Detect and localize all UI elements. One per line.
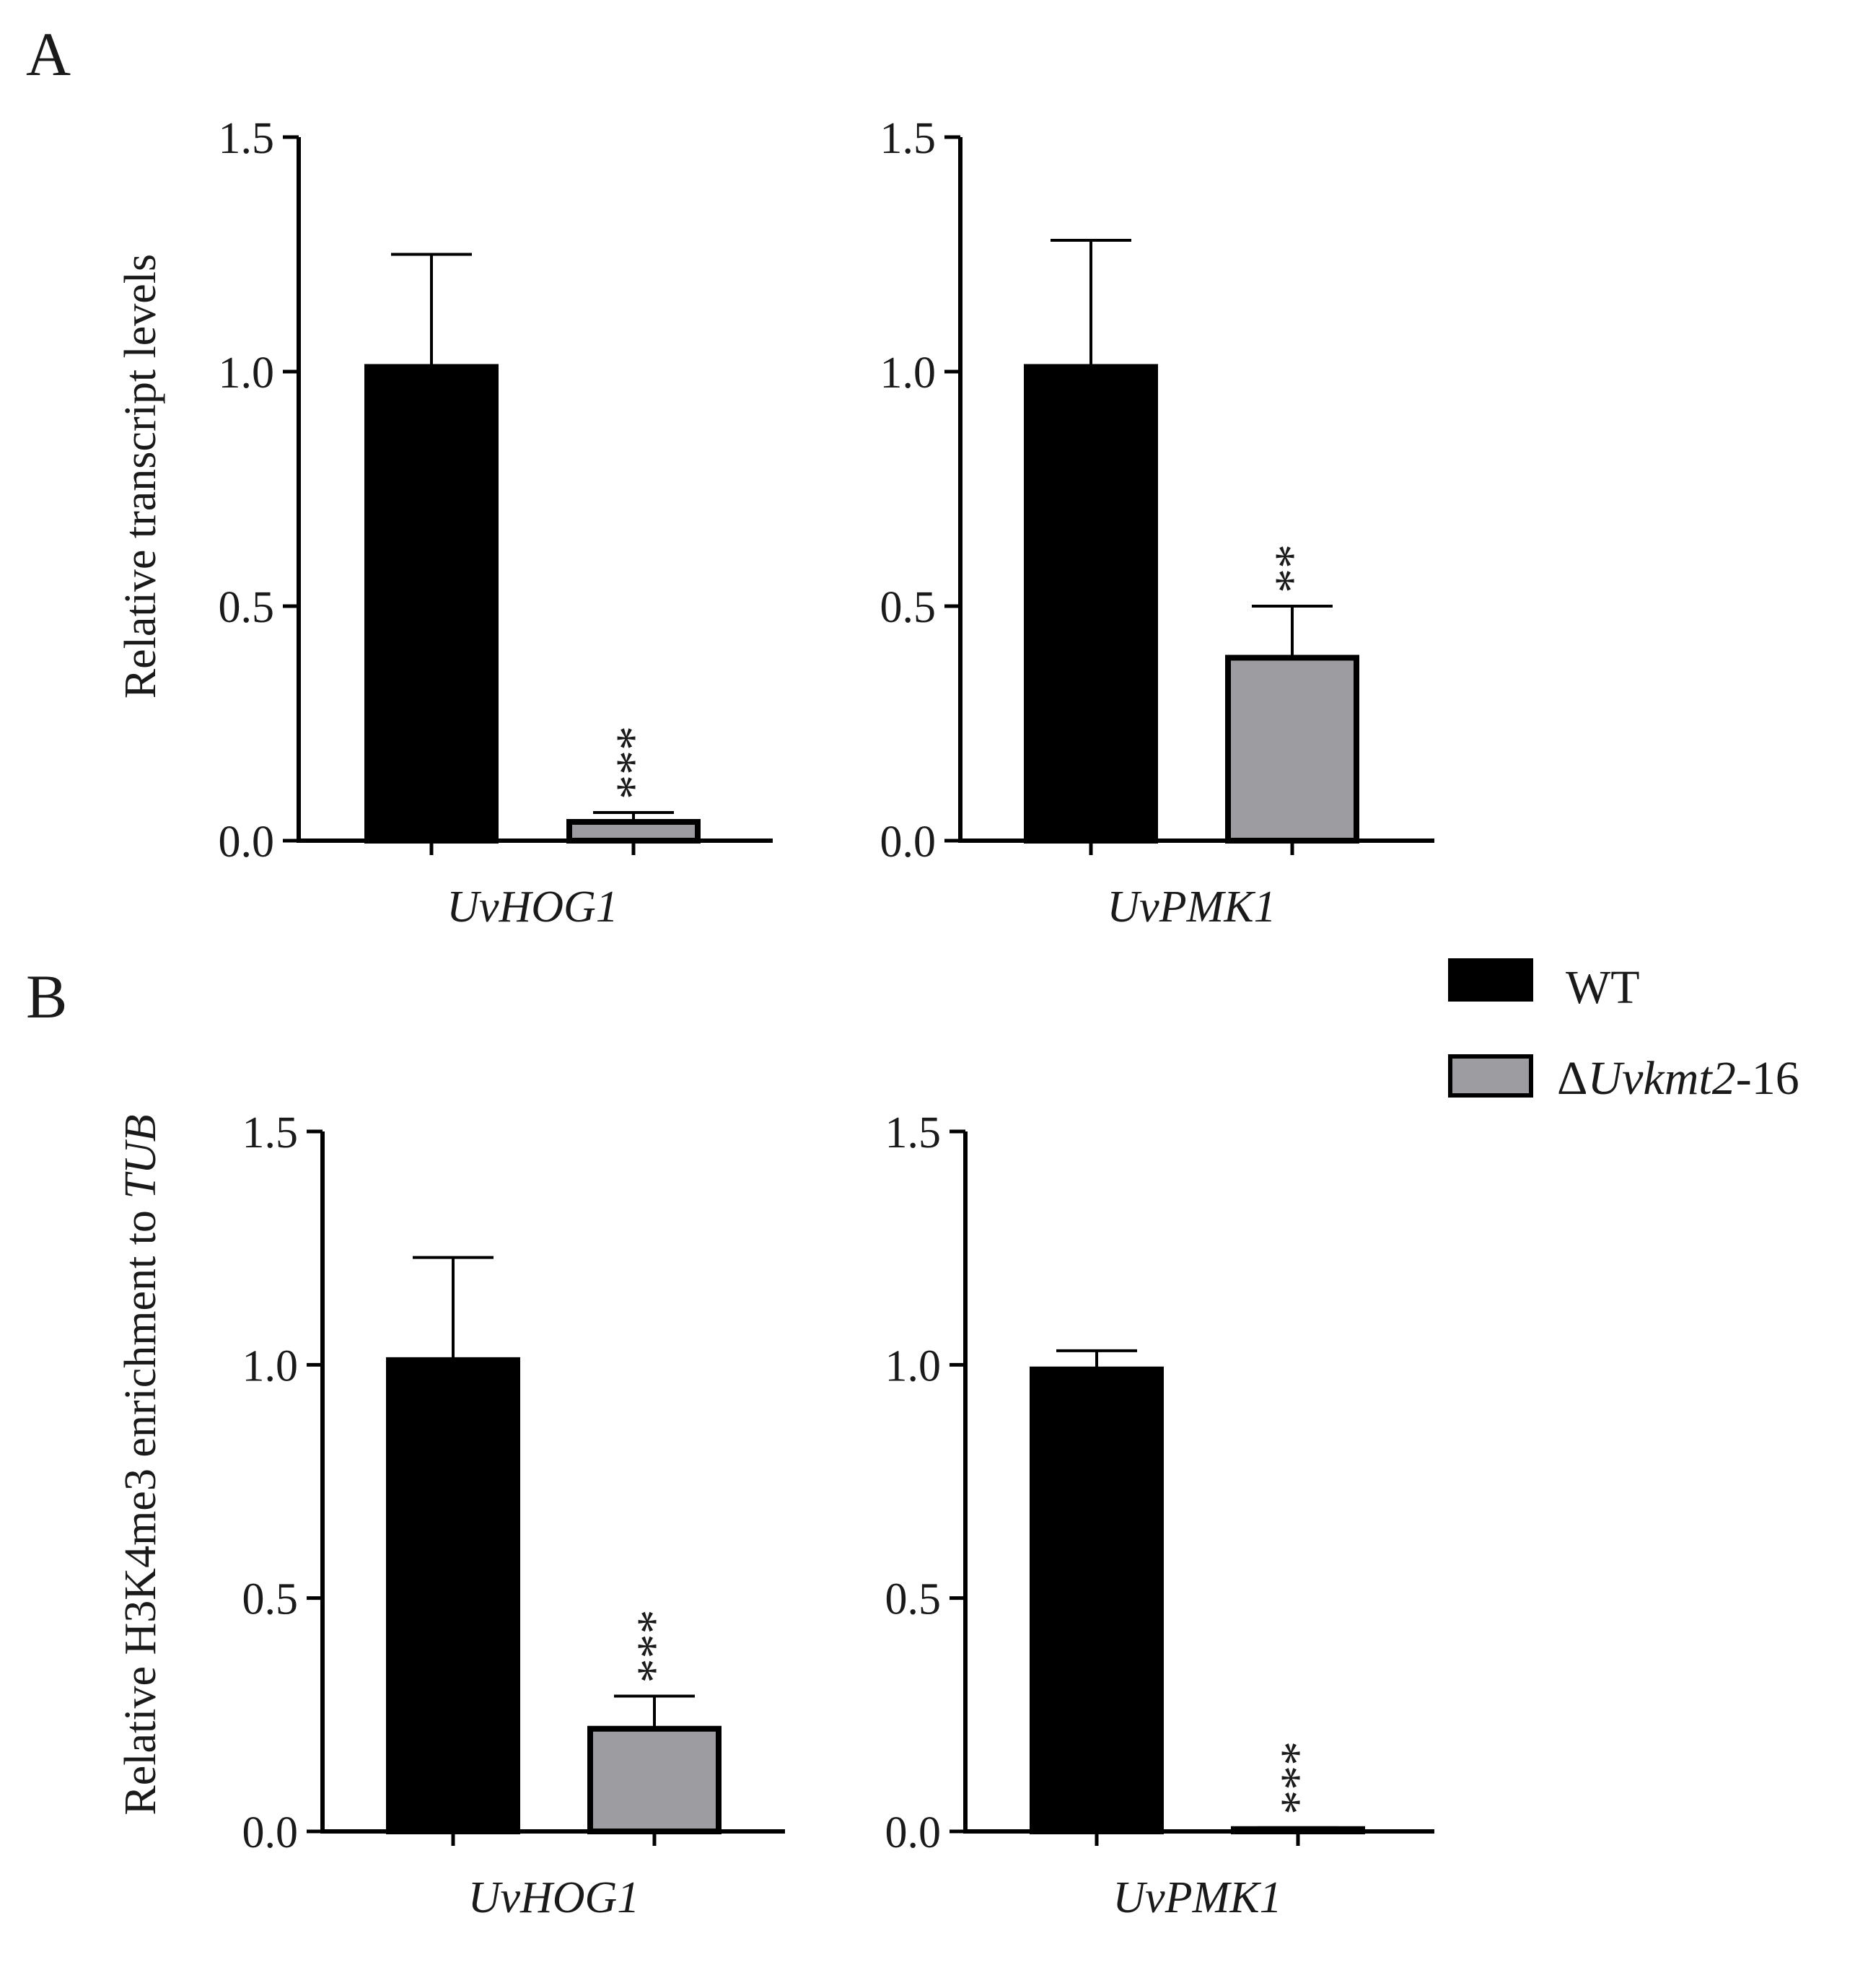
x-axis-label: UvPMK1 [1107, 883, 1276, 932]
legend-swatch-wt [1448, 958, 1533, 1002]
bar [1024, 364, 1158, 844]
y-tick-label: 1.0 [880, 349, 937, 398]
x-axis-label: UvHOG1 [447, 883, 618, 932]
y-tick-label: 0.5 [880, 583, 937, 632]
bar [364, 364, 499, 844]
legend: WT ΔUvkmt2-16 [1448, 958, 1799, 1105]
y-tick-label: 0.0 [242, 1808, 299, 1857]
significance-label: *** [1270, 1741, 1325, 1815]
panel-a-ylabel: Relative transcript levels [116, 254, 165, 699]
legend-label-wt-text: WT [1566, 961, 1640, 1014]
y-tick-label: 1.0 [219, 349, 275, 398]
x-axis-label: UvPMK1 [1113, 1873, 1281, 1922]
chart-a-uvpmk1: ** 0.0 0.5 1.0 1.5 UvPMK1 [880, 114, 1434, 932]
legend-label-wt: WT [1566, 961, 1640, 1014]
panel-letter-a: A [26, 19, 71, 89]
y-tick-label: 0.0 [885, 1808, 942, 1857]
bar [566, 819, 701, 844]
legend-label-mutant-gene: Uvkmt2 [1587, 1052, 1735, 1105]
legend-label-mutant-delta: Δ [1557, 1052, 1587, 1105]
y-tick-label: 1.5 [880, 114, 937, 163]
bar [1225, 654, 1359, 844]
significance-label: *** [605, 726, 660, 800]
chart-b-uvhog1: *** 0.0 0.5 1.0 1.5 UvHOG1 [242, 1108, 785, 1922]
y-tick-label: 1.0 [242, 1341, 299, 1391]
panel-b-ylabel-text: Relative H3K4me3 enrichment to [116, 1199, 165, 1816]
significance-label: ** [1264, 544, 1319, 593]
x-axis-label: UvHOG1 [468, 1873, 640, 1922]
y-tick-label: 1.0 [885, 1341, 942, 1391]
y-tick-label: 1.5 [242, 1108, 299, 1157]
y-tick-label: 0.0 [880, 818, 937, 867]
bar [1030, 1366, 1164, 1835]
panel-b-ylabel-gene: TUB [116, 1114, 165, 1199]
y-tick-label: 1.5 [885, 1108, 942, 1157]
panel-letter-b: B [26, 962, 67, 1031]
bar [587, 1725, 722, 1835]
y-tick-label: 0.5 [885, 1575, 942, 1624]
bar [386, 1357, 520, 1835]
legend-swatch-mutant [1448, 1054, 1533, 1098]
legend-label-mutant: ΔUvkmt2-16 [1557, 1052, 1799, 1105]
y-tick-label: 0.5 [219, 583, 275, 632]
y-tick-label: 1.5 [219, 114, 275, 163]
y-tick-label: 0.0 [219, 818, 275, 867]
panel-b-ylabel: Relative H3K4me3 enrichment to TUB [116, 1114, 165, 1815]
significance-label: *** [626, 1609, 681, 1683]
y-tick-label: 0.5 [242, 1575, 299, 1624]
chart-b-uvpmk1: *** 0.0 0.5 1.0 1.5 UvPMK1 [885, 1108, 1434, 1922]
chart-a-uvhog1: *** 0.0 0.5 1.0 1.5 UvHOG1 [219, 114, 773, 932]
legend-label-mutant-suffix: -16 [1736, 1052, 1799, 1105]
